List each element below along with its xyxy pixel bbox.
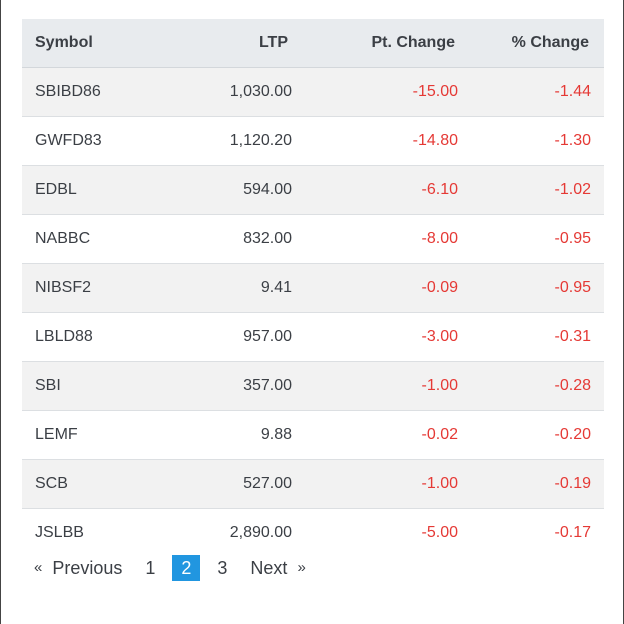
cell-pct-change: -0.20: [458, 410, 604, 460]
page-link-3[interactable]: 3: [217, 558, 228, 578]
cell-symbol[interactable]: LEMF: [22, 410, 177, 460]
table-row[interactable]: LBLD88 957.00 -3.00 -0.31: [22, 312, 604, 362]
cell-pct-change: -0.28: [458, 361, 604, 411]
cell-ltp: 357.00: [177, 361, 292, 411]
cell-pt-change: -8.00: [292, 214, 458, 264]
header-ltp[interactable]: LTP: [177, 19, 292, 68]
cell-pt-change: -1.00: [292, 459, 458, 509]
table-row[interactable]: NIBSF2 9.41 -0.09 -0.95: [22, 263, 604, 313]
losers-table: Symbol LTP Pt. Change % Change SBIBD86 1…: [22, 19, 604, 557]
cell-symbol[interactable]: EDBL: [22, 165, 177, 215]
page-link-2-active[interactable]: 2: [172, 555, 201, 581]
cell-ltp: 594.00: [177, 165, 292, 215]
cell-pt-change: -15.00: [292, 67, 458, 117]
cell-symbol[interactable]: SBIBD86: [22, 67, 177, 117]
cell-pt-change: -0.02: [292, 410, 458, 460]
cell-ltp: 832.00: [177, 214, 292, 264]
cell-ltp: 9.41: [177, 263, 292, 313]
table-row[interactable]: SCB 527.00 -1.00 -0.19: [22, 459, 604, 509]
cell-pct-change: -1.44: [458, 67, 604, 117]
table-row[interactable]: NABBC 832.00 -8.00 -0.95: [22, 214, 604, 264]
table-row[interactable]: LEMF 9.88 -0.02 -0.20: [22, 410, 604, 460]
cell-ltp: 957.00: [177, 312, 292, 362]
next-arrow-icon[interactable]: »: [297, 559, 306, 576]
cell-ltp: 2,890.00: [229, 523, 292, 541]
cell-pct-change: -1.02: [458, 165, 604, 215]
table-row[interactable]: SBI 357.00 -1.00 -0.28: [22, 361, 604, 411]
pagination: « Previous 1 2 3 Next »: [28, 555, 312, 581]
cell-ltp: 1,030.00: [177, 67, 292, 117]
prev-arrow-icon[interactable]: «: [34, 559, 43, 576]
cell-pt-change: -0.09: [292, 263, 458, 313]
cell-ltp: 527.00: [177, 459, 292, 509]
cell-pt-change: -1.00: [292, 361, 458, 411]
cell-pct-change: -0.17: [554, 523, 591, 541]
cell-symbol[interactable]: SBI: [22, 361, 177, 411]
table-row[interactable]: GWFD83 1,120.20 -14.80 -1.30: [22, 116, 604, 166]
cell-symbol[interactable]: JSLBB: [35, 523, 84, 541]
cell-ltp: 1,120.20: [177, 116, 292, 166]
table-row[interactable]: SBIBD86 1,030.00 -15.00 -1.44: [22, 67, 604, 117]
cell-pt-change: -3.00: [292, 312, 458, 362]
cell-pt-change: -6.10: [292, 165, 458, 215]
losers-table-container: Symbol LTP Pt. Change % Change SBIBD86 1…: [22, 19, 604, 557]
table-row[interactable]: EDBL 594.00 -6.10 -1.02: [22, 165, 604, 215]
cell-ltp: 9.88: [177, 410, 292, 460]
cell-symbol[interactable]: NIBSF2: [22, 263, 177, 313]
cell-pct-change: -1.30: [458, 116, 604, 166]
page-link-1[interactable]: 1: [145, 558, 156, 578]
cell-pct-change: -0.95: [458, 263, 604, 313]
cell-symbol[interactable]: LBLD88: [22, 312, 177, 362]
cell-pt-change: -5.00: [421, 523, 458, 541]
header-pct-change[interactable]: % Change: [458, 19, 604, 68]
cell-symbol[interactable]: SCB: [22, 459, 177, 509]
table-row[interactable]: JSLBB 2,890.00 -5.00 -0.17: [22, 508, 604, 557]
table-header-row: Symbol LTP Pt. Change % Change: [22, 19, 604, 68]
previous-page-link[interactable]: Previous: [52, 558, 123, 578]
cell-pct-change: -0.95: [458, 214, 604, 264]
cell-pt-change: -14.80: [292, 116, 458, 166]
cell-symbol[interactable]: NABBC: [22, 214, 177, 264]
cell-pct-change: -0.31: [458, 312, 604, 362]
cell-pct-change: -0.19: [458, 459, 604, 509]
header-symbol[interactable]: Symbol: [22, 19, 177, 68]
header-pt-change[interactable]: Pt. Change: [292, 19, 458, 68]
next-page-link[interactable]: Next: [250, 558, 288, 578]
cell-symbol[interactable]: GWFD83: [22, 116, 177, 166]
